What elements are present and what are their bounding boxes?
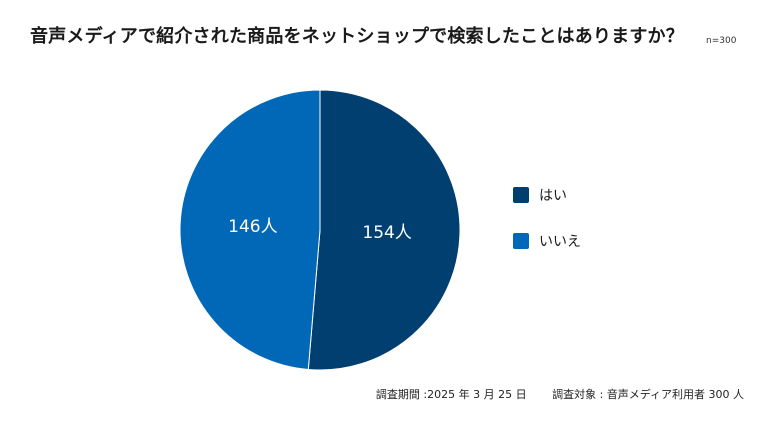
- legend-item-no: いいえ: [513, 230, 581, 252]
- legend: はい いいえ: [513, 184, 581, 276]
- survey-target: 調査対象 : 音声メディア利用者 300 人: [552, 388, 744, 401]
- slice-label-no: 146人: [228, 217, 277, 237]
- pie-slice-yes: [307, 89, 461, 371]
- chart-title: 音声メディアで紹介された商品をネットショップで検索したことはありますか？: [30, 26, 684, 47]
- survey-footer: 調査期間 :2025 年 3 月 25 日 調査対象 : 音声メディア利用者 3…: [376, 386, 744, 402]
- legend-item-yes: はい: [513, 184, 581, 206]
- legend-label-yes: はい: [539, 188, 567, 204]
- slice-label-yes: 154人: [362, 223, 411, 243]
- legend-swatch-no: [513, 233, 529, 249]
- pie-chart: 154人 146人: [179, 89, 461, 371]
- sample-size: n=300: [706, 36, 737, 46]
- survey-period: 調査期間 :2025 年 3 月 25 日: [375, 388, 527, 401]
- pie-slice-no: [179, 89, 321, 371]
- legend-label-no: いいえ: [539, 234, 581, 250]
- legend-swatch-yes: [513, 187, 529, 203]
